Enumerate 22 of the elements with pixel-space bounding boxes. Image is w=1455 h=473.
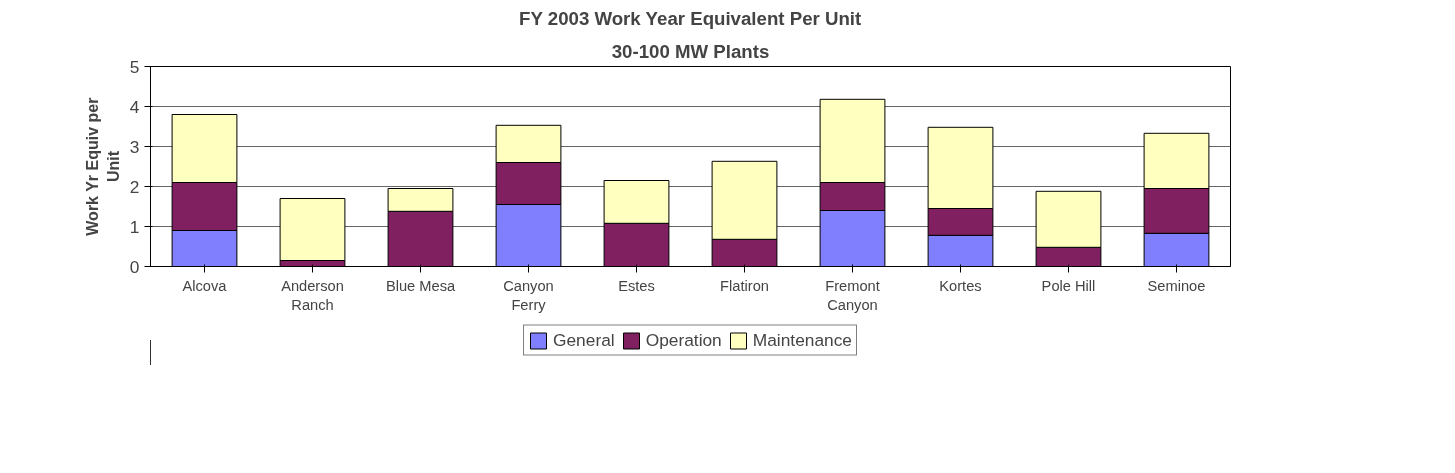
y-tick-label: 0 — [129, 256, 140, 277]
y-tick-label: 3 — [129, 136, 140, 157]
y-tick-label: 5 — [129, 56, 140, 77]
y-tick-label: 1 — [129, 216, 140, 237]
x-tick-label: Anderson Ranch — [281, 277, 344, 313]
x-tick-label: Seminoe — [1147, 277, 1206, 294]
legend-label: Operation — [645, 329, 722, 351]
x-tick-label: Estes — [618, 277, 655, 294]
x-tick-label: Flatiron — [720, 277, 769, 294]
y-axis-title: Work Yr Equiv per Unit — [84, 97, 122, 236]
legend-label: Maintenance — [752, 329, 852, 351]
chart-subtitle: 30-100 MW Plants — [611, 40, 770, 62]
x-tick-label: Pole Hill — [1041, 277, 1096, 294]
x-tick-label: Alcova — [182, 277, 228, 294]
x-tick-label: Fremont Canyon — [825, 277, 880, 313]
y-tick-label: 4 — [129, 96, 140, 117]
legend-label: General — [553, 329, 615, 351]
x-tick-label: Blue Mesa — [385, 277, 456, 294]
x-tick-label: Kortes — [939, 277, 982, 294]
y-tick-label: 2 — [129, 176, 140, 197]
chart-title: FY 2003 Work Year Equivalent Per Unit — [519, 7, 862, 29]
x-tick-label: Canyon Ferry — [503, 277, 554, 313]
